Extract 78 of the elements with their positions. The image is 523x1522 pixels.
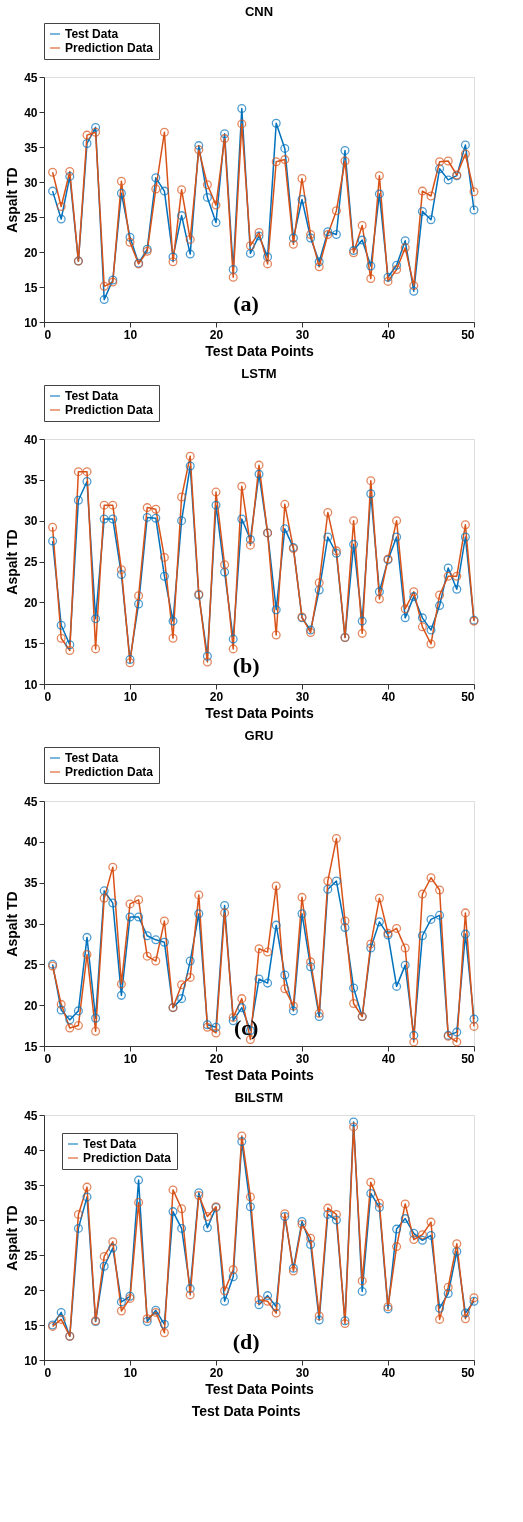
- x-tick-label: 20: [209, 689, 224, 704]
- x-axis-title: Test Data Points: [205, 1380, 315, 1397]
- legend-label: Prediction Data: [83, 1151, 172, 1165]
- y-tick-label: 25: [24, 957, 38, 972]
- y-tick-label: 20: [24, 245, 38, 260]
- legend-label: Prediction Data: [65, 41, 154, 55]
- x-tick-label: 0: [44, 689, 52, 704]
- y-tick-label: 15: [24, 1039, 38, 1054]
- x-tick-label: 50: [461, 327, 475, 342]
- annotation: (d): [232, 1329, 260, 1354]
- legend-label: Prediction Data: [65, 765, 154, 779]
- x-tick-label: 30: [295, 327, 310, 342]
- y-axis-title: Aspalt TD: [4, 529, 21, 595]
- y-tick-label: 45: [24, 1108, 38, 1123]
- x-tick-label: 30: [295, 1365, 310, 1380]
- x-tick-label: 30: [295, 689, 310, 704]
- x-axis-title: Test Data Points: [205, 1066, 315, 1083]
- y-tick-label: 15: [24, 636, 38, 651]
- x-tick-label: 10: [123, 1365, 138, 1380]
- text: Test Data Points: [191, 1403, 301, 1419]
- y-tick-label: 45: [24, 70, 38, 85]
- x-tick-label: 20: [209, 1051, 224, 1066]
- legend-label: Test Data: [65, 751, 119, 765]
- y-tick-label: 40: [24, 432, 38, 447]
- y-tick-label: 20: [24, 1283, 38, 1298]
- legend-label: Test Data: [65, 389, 119, 403]
- legend-label: Prediction Data: [65, 403, 154, 417]
- y-tick-label: 40: [24, 1143, 38, 1158]
- y-tick-label: 40: [24, 105, 38, 120]
- y-tick-label: 15: [24, 1318, 38, 1333]
- chart-title: LSTM: [241, 365, 277, 381]
- x-tick-label: 40: [381, 1051, 396, 1066]
- y-tick-label: 20: [24, 998, 38, 1013]
- x-tick-label: 50: [461, 1365, 475, 1380]
- x-tick-label: 40: [381, 689, 396, 704]
- y-tick-label: 30: [24, 175, 38, 190]
- y-tick-label: 25: [24, 210, 38, 225]
- x-tick-label: 50: [461, 689, 475, 704]
- x-tick-label: 10: [123, 689, 138, 704]
- x-tick-label: 0: [44, 1051, 52, 1066]
- y-axis-title: Aspalt TD: [4, 167, 21, 233]
- annotation: (a): [233, 291, 259, 316]
- x-tick-label: 0: [44, 327, 52, 342]
- annotation: (b): [232, 653, 260, 678]
- y-axis-title: Aspalt TD: [4, 1205, 21, 1271]
- x-tick-label: 20: [209, 327, 224, 342]
- y-tick-label: 10: [24, 315, 38, 330]
- y-tick-label: 15: [24, 280, 38, 295]
- chart-title: GRU: [244, 727, 274, 743]
- legend-label: Test Data: [83, 1137, 137, 1151]
- y-tick-label: 35: [24, 1178, 38, 1193]
- y-tick-label: 10: [24, 677, 38, 692]
- x-tick-label: 30: [295, 1051, 310, 1066]
- y-tick-label: 35: [24, 140, 38, 155]
- y-tick-label: 30: [24, 1213, 38, 1228]
- x-tick-label: 40: [381, 327, 396, 342]
- y-tick-label: 40: [24, 835, 38, 850]
- x-tick-label: 20: [209, 1365, 224, 1380]
- x-tick-label: 10: [123, 327, 138, 342]
- y-tick-label: 20: [24, 595, 38, 610]
- y-tick-label: 25: [24, 555, 38, 569]
- chart-title: CNN: [244, 3, 274, 19]
- legend-label: Test Data: [65, 27, 119, 41]
- y-tick-label: 25: [24, 1248, 38, 1263]
- y-axis-title: Aspalt TD: [4, 891, 21, 957]
- y-tick-label: 35: [24, 876, 38, 891]
- y-tick-label: 30: [24, 514, 38, 529]
- x-tick-label: 10: [123, 1051, 138, 1066]
- y-tick-label: 45: [24, 794, 38, 809]
- chart-title: BILSTM: [234, 1090, 284, 1105]
- x-axis-title: Test Data Points: [205, 342, 315, 359]
- y-tick-label: 10: [24, 1353, 38, 1368]
- y-tick-label: 30: [24, 917, 38, 931]
- x-axis-title: Test Data Points: [205, 704, 315, 721]
- x-tick-label: 0: [44, 1365, 52, 1380]
- x-tick-label: 50: [461, 1051, 475, 1066]
- x-tick-label: 40: [381, 1365, 396, 1380]
- y-tick-label: 35: [24, 473, 38, 488]
